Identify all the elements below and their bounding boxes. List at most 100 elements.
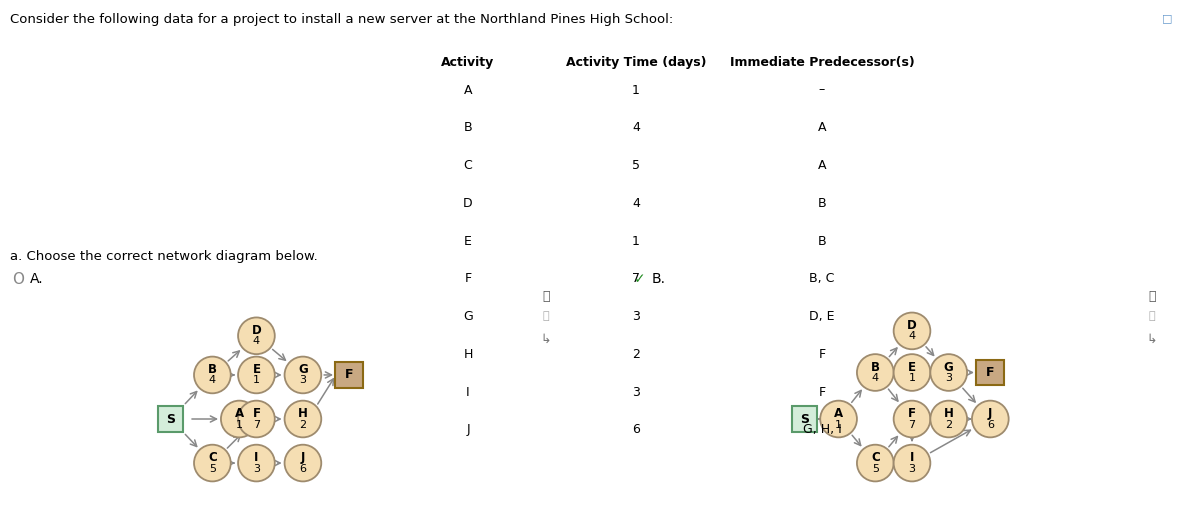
Text: 🔍: 🔍: [1148, 311, 1156, 321]
Text: □: □: [1162, 13, 1172, 23]
Text: 1: 1: [632, 235, 640, 247]
Text: 2: 2: [946, 420, 953, 429]
Circle shape: [238, 356, 275, 393]
Circle shape: [857, 445, 894, 481]
Text: D, E: D, E: [809, 310, 835, 323]
Text: D: D: [907, 319, 917, 332]
Text: C: C: [871, 452, 880, 464]
Text: G: G: [944, 361, 954, 374]
Circle shape: [894, 445, 930, 481]
Circle shape: [194, 445, 230, 481]
Text: 6: 6: [632, 423, 640, 436]
Text: 4: 4: [632, 121, 640, 134]
Text: 3: 3: [300, 376, 306, 386]
Text: 4: 4: [632, 197, 640, 210]
Text: J: J: [988, 408, 992, 420]
Text: F: F: [986, 366, 995, 379]
Text: 3: 3: [946, 373, 953, 383]
Text: ↳: ↳: [1147, 332, 1157, 345]
Circle shape: [894, 354, 930, 391]
Text: 5: 5: [632, 159, 640, 172]
Circle shape: [284, 401, 322, 437]
Text: 🔍: 🔍: [542, 311, 550, 321]
Circle shape: [930, 401, 967, 437]
Text: Activity Time (days): Activity Time (days): [565, 56, 707, 69]
FancyBboxPatch shape: [792, 406, 817, 432]
Text: H: H: [298, 408, 308, 420]
Text: 7: 7: [253, 420, 260, 429]
Text: J: J: [301, 452, 305, 464]
Circle shape: [284, 445, 322, 481]
Text: D: D: [252, 324, 262, 337]
Text: G: G: [463, 310, 473, 323]
Text: F: F: [346, 369, 354, 381]
Text: 🔍: 🔍: [1148, 290, 1156, 303]
Text: 7: 7: [632, 272, 640, 285]
Text: 3: 3: [908, 463, 916, 473]
Text: C: C: [208, 452, 217, 464]
FancyBboxPatch shape: [158, 406, 184, 432]
Text: I: I: [466, 386, 470, 398]
Circle shape: [221, 401, 258, 437]
Text: 2: 2: [632, 348, 640, 361]
Text: 1: 1: [632, 84, 640, 96]
Text: C: C: [463, 159, 473, 172]
Text: 1: 1: [835, 420, 842, 429]
Text: 4: 4: [209, 376, 216, 386]
Text: 1: 1: [253, 376, 260, 386]
Text: F: F: [818, 386, 826, 398]
Text: B.: B.: [652, 272, 666, 286]
FancyBboxPatch shape: [336, 362, 364, 388]
Text: J: J: [466, 423, 470, 436]
Text: ✓: ✓: [634, 272, 646, 286]
Text: 5: 5: [209, 463, 216, 473]
Text: B: B: [817, 197, 827, 210]
Text: D: D: [463, 197, 473, 210]
Text: 4: 4: [253, 336, 260, 346]
Circle shape: [857, 354, 894, 391]
Text: 🔍: 🔍: [542, 290, 550, 303]
Circle shape: [972, 401, 1009, 437]
Circle shape: [821, 401, 857, 437]
Text: H: H: [463, 348, 473, 361]
Text: I: I: [910, 452, 914, 464]
Text: F: F: [908, 408, 916, 420]
Text: A: A: [463, 84, 473, 96]
Circle shape: [238, 401, 275, 437]
Text: A: A: [817, 159, 827, 172]
Text: 6: 6: [300, 463, 306, 473]
Circle shape: [930, 354, 967, 391]
Text: 1: 1: [235, 420, 242, 429]
Text: 2: 2: [299, 420, 306, 429]
Text: 7: 7: [908, 420, 916, 429]
Text: ↳: ↳: [541, 332, 551, 345]
Text: A.: A.: [30, 272, 43, 286]
Text: 3: 3: [632, 310, 640, 323]
Text: S: S: [167, 412, 175, 426]
Text: 5: 5: [871, 463, 878, 473]
Text: –: –: [818, 84, 826, 96]
Text: E: E: [908, 361, 916, 374]
Text: F: F: [818, 348, 826, 361]
Text: B: B: [463, 121, 473, 134]
Text: B, C: B, C: [809, 272, 835, 285]
Text: A: A: [817, 121, 827, 134]
Text: Immediate Predecessor(s): Immediate Predecessor(s): [730, 56, 914, 69]
Text: E: E: [252, 363, 260, 376]
Circle shape: [894, 312, 930, 349]
Text: Consider the following data for a project to install a new server at the Northla: Consider the following data for a projec…: [10, 13, 673, 26]
Text: F: F: [464, 272, 472, 285]
Text: 4: 4: [871, 373, 878, 383]
Text: H: H: [943, 408, 954, 420]
Text: G: G: [298, 363, 307, 376]
Text: A: A: [834, 408, 844, 420]
Circle shape: [238, 318, 275, 354]
Text: 6: 6: [986, 420, 994, 429]
Text: O: O: [12, 272, 24, 287]
Text: 3: 3: [632, 386, 640, 398]
Text: B: B: [208, 363, 217, 376]
Text: Activity: Activity: [442, 56, 494, 69]
Text: F: F: [252, 408, 260, 420]
Circle shape: [284, 356, 322, 393]
FancyBboxPatch shape: [977, 360, 1004, 385]
